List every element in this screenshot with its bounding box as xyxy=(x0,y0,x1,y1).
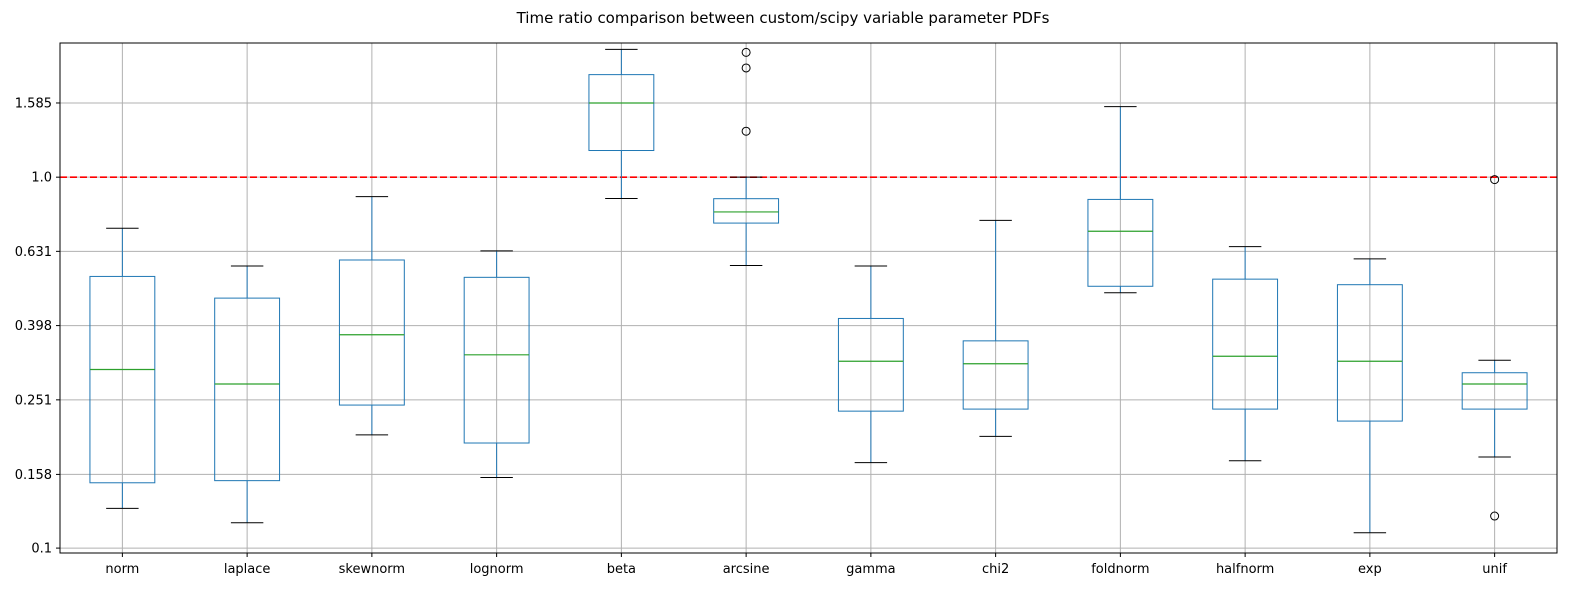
x-tick-label: skewnorm xyxy=(339,562,405,577)
y-tick-label: 0.158 xyxy=(15,468,52,483)
iqr-box xyxy=(1212,278,1279,410)
x-tick-label: exp xyxy=(1358,562,1382,577)
iqr-box xyxy=(837,317,904,412)
x-tick-label: foldnorm xyxy=(1091,562,1149,577)
y-tick-label: 1.585 xyxy=(15,96,52,111)
box-beta xyxy=(588,48,655,199)
iqr-box xyxy=(89,275,156,484)
y-tick-label: 1.0 xyxy=(31,171,52,186)
x-tick-label: arcsine xyxy=(723,562,770,577)
boxes-layer xyxy=(89,47,1528,534)
y-tick-label: 0.398 xyxy=(15,319,52,334)
box-halfnorm xyxy=(1212,246,1279,462)
box-gamma xyxy=(837,265,904,464)
x-tick-label: halfnorm xyxy=(1216,562,1274,577)
outlier-point xyxy=(1490,511,1500,521)
box-foldnorm xyxy=(1087,106,1154,294)
x-tick-label: gamma xyxy=(846,562,896,577)
box-exp xyxy=(1336,258,1403,534)
box-skewnorm xyxy=(338,196,405,436)
iqr-box xyxy=(962,340,1029,410)
x-tick-label: lognorm xyxy=(470,562,524,577)
iqr-box xyxy=(214,297,281,482)
x-tick-label: beta xyxy=(607,562,636,577)
box-norm xyxy=(89,227,156,509)
x-tick-label: chi2 xyxy=(982,562,1009,577)
outlier-point xyxy=(741,126,751,136)
iqr-box xyxy=(338,259,405,406)
iqr-box xyxy=(1336,284,1403,422)
box-arcsine xyxy=(713,47,780,266)
box-lognorm xyxy=(463,250,530,478)
iqr-box xyxy=(588,74,655,152)
y-tick-label: 0.631 xyxy=(15,245,52,260)
y-tick-label: 0.1 xyxy=(31,542,52,557)
iqr-box xyxy=(463,276,530,444)
axes-layer: 0.1 0.158 0.251 0.398 0.631 1.0 1.585 norm lapla… xyxy=(15,96,1508,577)
box-chi2 xyxy=(962,219,1029,437)
iqr-box xyxy=(1087,198,1154,287)
outlier-point xyxy=(741,47,751,57)
outlier-point xyxy=(1490,175,1500,185)
iqr-box xyxy=(713,198,780,224)
outlier-point xyxy=(741,63,751,73)
iqr-box xyxy=(1461,372,1528,410)
chart-title: Time ratio comparison between custom/sci… xyxy=(516,9,1050,27)
x-tick-label: unif xyxy=(1482,562,1507,577)
x-tick-label: laplace xyxy=(224,562,271,577)
box-laplace xyxy=(214,265,281,524)
plot-frame xyxy=(59,42,1558,554)
grid-layer xyxy=(60,43,1557,553)
box-unif xyxy=(1461,175,1528,521)
y-tick-label: 0.251 xyxy=(15,393,52,408)
x-tick-label: norm xyxy=(105,562,139,577)
